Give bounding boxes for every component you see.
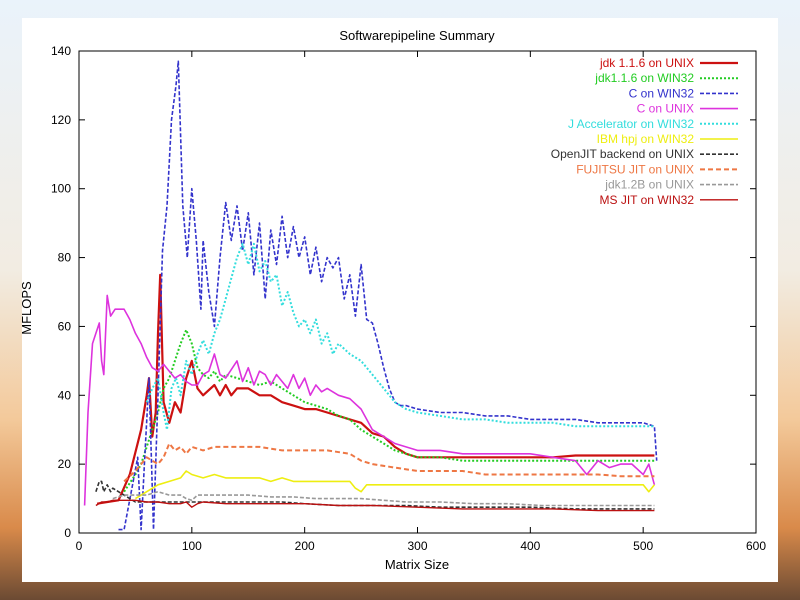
legend-label: FUJITSU JIT on UNIX [576, 162, 694, 176]
series-line-4 [145, 242, 655, 431]
legend-label: C on UNIX [637, 102, 694, 116]
x-tick-label: 200 [295, 539, 315, 553]
y-tick-label: 20 [58, 457, 72, 471]
y-tick-label: 100 [51, 182, 71, 196]
chart-title: Softwarepipeline Summary [339, 28, 495, 43]
series-line-8 [112, 490, 655, 507]
y-tick-label: 140 [51, 44, 71, 58]
slide-frame: Softwarepipeline Summary Matrix Size MFL… [22, 18, 778, 582]
axis-ticks: 0 100 200 300 400 500 600 0 20 40 60 80 100 120 140 [51, 44, 766, 553]
legend-label: C on WIN32 [629, 86, 695, 100]
y-tick-label: 0 [64, 526, 71, 540]
series-line-6 [95, 480, 655, 510]
series-line-9 [95, 499, 655, 512]
series-line-5 [134, 470, 656, 500]
series-line-0 [96, 273, 655, 505]
series-line-2 [118, 60, 658, 531]
y-axis-label: MFLOPS [22, 281, 34, 335]
legend-label: IBM hpj on WIN32 [597, 132, 695, 146]
x-tick-label: 300 [407, 539, 427, 553]
legend-label: OpenJIT backend on UNIX [551, 147, 694, 161]
y-tick-label: 40 [58, 388, 72, 402]
x-tick-label: 600 [746, 539, 766, 553]
chart: Softwarepipeline Summary Matrix Size MFL… [22, 28, 766, 572]
x-tick-label: 500 [633, 539, 653, 553]
legend-label: jdk1.1.6 on WIN32 [594, 71, 694, 85]
legend-label: MS JIT on WIN32 [600, 193, 695, 207]
series-layer [83, 60, 658, 531]
x-axis-label: Matrix Size [385, 557, 449, 572]
x-tick-label: 0 [76, 539, 83, 553]
legend-label: jdk1.2B on UNIX [604, 178, 694, 192]
y-tick-label: 80 [58, 251, 72, 265]
series-line-3 [83, 294, 656, 506]
x-tick-label: 400 [520, 539, 540, 553]
series-line-7 [123, 442, 655, 483]
series-line-1 [123, 328, 655, 493]
legend-label: jdk 1.1.6 on UNIX [599, 56, 694, 70]
x-tick-label: 100 [182, 539, 202, 553]
legend-label: J Accelerator on WIN32 [568, 117, 694, 131]
y-tick-label: 120 [51, 113, 71, 127]
y-tick-label: 60 [58, 319, 72, 333]
